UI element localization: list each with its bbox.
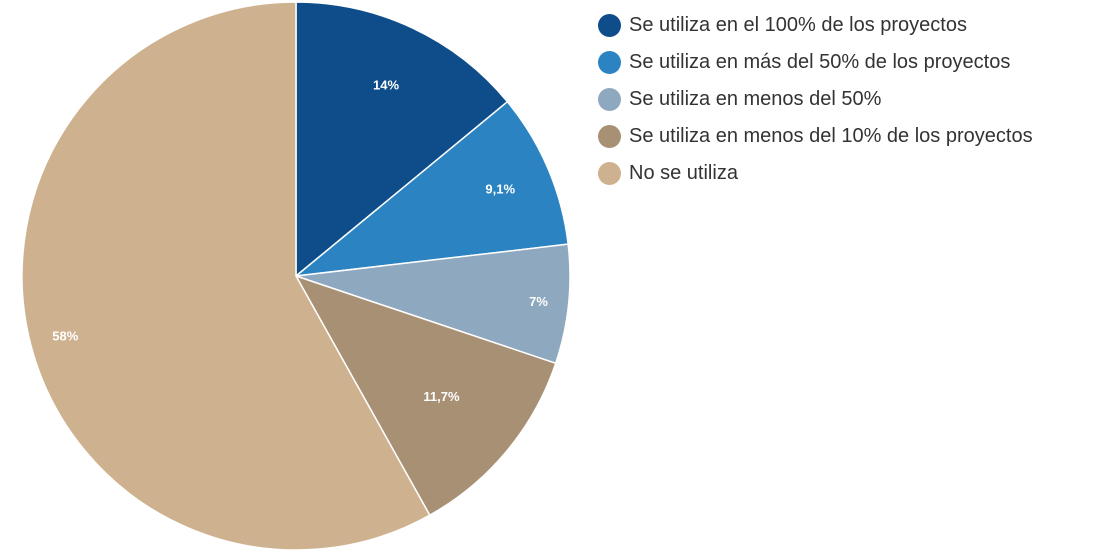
slice-not-used: [21, 1, 431, 551]
legend-item-more-than-50: Se utiliza en más del 50% de los proyect…: [598, 44, 1033, 81]
slice-100-percent: [295, 1, 509, 277]
slice-label-more-than-50: 9,1%: [485, 182, 515, 197]
legend-item-less-than-10: Se utiliza en menos del 10% de los proye…: [598, 118, 1033, 155]
legend-item-100-percent: Se utiliza en el 100% de los proyectos: [598, 7, 1033, 44]
slice-label-less-than-50: 7%: [529, 294, 548, 309]
slice-more-than-50: [295, 100, 569, 277]
slice-less-than-50: [295, 243, 571, 365]
slice-label-100-percent: 14%: [373, 78, 399, 93]
legend-label-not-used: No se utiliza: [629, 162, 738, 184]
chart-legend: Se utiliza en el 100% de los proyectos S…: [598, 7, 1033, 192]
legend-swatch-more-than-50: [598, 51, 621, 74]
legend-label-less-than-50: Se utiliza en menos del 50%: [629, 88, 882, 110]
legend-swatch-100-percent: [598, 14, 621, 37]
legend-swatch-less-than-50: [598, 88, 621, 111]
legend-label-less-than-10: Se utiliza en menos del 10% de los proye…: [629, 125, 1033, 147]
slice-label-not-used: 58%: [52, 329, 78, 344]
legend-swatch-not-used: [598, 162, 621, 185]
legend-item-less-than-50: Se utiliza en menos del 50%: [598, 81, 1033, 118]
legend-label-more-than-50: Se utiliza en más del 50% de los proyect…: [629, 51, 1011, 73]
slice-label-less-than-10: 11,7%: [423, 389, 460, 404]
slice-less-than-10: [295, 275, 557, 516]
legend-swatch-less-than-10: [598, 125, 621, 148]
legend-item-not-used: No se utiliza: [598, 155, 1033, 192]
legend-label-100-percent: Se utiliza en el 100% de los proyectos: [629, 14, 967, 36]
